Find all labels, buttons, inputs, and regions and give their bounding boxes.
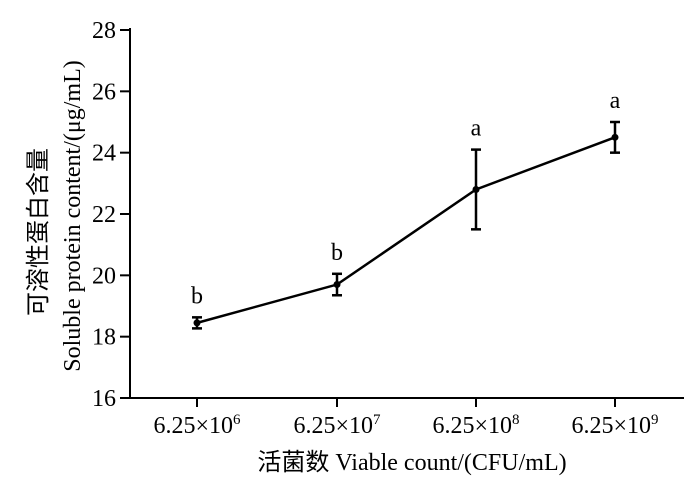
x-tick-label: 6.25×106 [153,412,241,439]
x-axis-title: 活菌数 Viable count/(CFU/mL) [257,449,566,476]
y-axis-title: 可溶性蛋白含量 Soluble protein content/(μg/mL) [25,60,86,371]
plot-area: 16 18 20 22 24 26 28 6.25×106 6.25×107 6.25×108 6.… [92,18,684,439]
x-tick-label: 6.25×107 [293,412,381,439]
significance-label: b [191,283,203,309]
significance-label: b [331,240,343,266]
y-tick-label: 24 [92,141,116,167]
data-point [611,133,619,141]
y-tick-label: 18 [92,325,116,351]
y-tick-label: 20 [92,263,116,289]
x-tick-label: 6.25×109 [571,412,658,439]
x-tick-label: 6.25×108 [432,412,519,439]
significance-label: a [471,116,482,142]
data-point [333,281,341,289]
y-tick-label: 26 [92,79,116,105]
y-tick-label: 22 [92,202,116,228]
data-point [193,319,201,327]
significance-label: a [610,88,621,114]
y-axis-title-en: Soluble protein content/(μg/mL) [60,60,86,371]
data-point [472,185,480,193]
series-line [196,136,616,325]
y-tick-label: 28 [92,18,116,44]
y-tick-label: 16 [92,386,116,412]
y-axis-title-cn: 可溶性蛋白含量 [25,148,52,316]
